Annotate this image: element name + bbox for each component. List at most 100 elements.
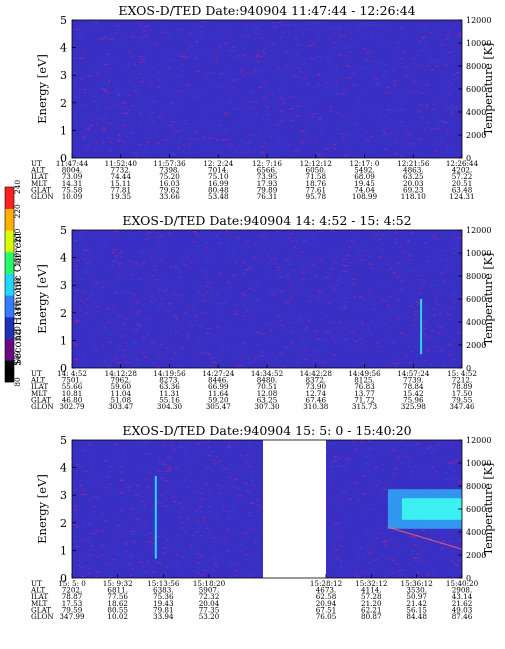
noise-speckle <box>328 321 332 323</box>
ephemeris-cell: 305.47 <box>206 402 232 411</box>
noise-speckle <box>95 571 99 573</box>
noise-speckle <box>361 133 364 135</box>
noise-speckle <box>153 340 157 342</box>
noise-speckle <box>458 480 462 483</box>
noise-speckle <box>98 83 102 85</box>
noise-speckle <box>348 51 352 53</box>
noise-speckle <box>183 531 187 533</box>
noise-speckle <box>417 122 422 124</box>
noise-speckle <box>303 358 308 360</box>
noise-speckle <box>297 67 300 69</box>
noise-speckle <box>221 26 224 28</box>
noise-speckle <box>430 286 433 288</box>
noise-speckle <box>147 333 150 335</box>
noise-speckle <box>95 306 99 308</box>
y2-tick-label: 12000 <box>466 16 491 25</box>
noise-speckle <box>416 545 420 547</box>
noise-speckle <box>322 339 326 342</box>
noise-speckle <box>383 72 386 74</box>
noise-speckle <box>411 550 415 552</box>
noise-speckle <box>95 109 99 111</box>
noise-speckle <box>113 559 116 561</box>
noise-speckle <box>307 82 309 84</box>
noise-speckle <box>104 520 108 522</box>
noise-speckle <box>447 94 451 96</box>
noise-speckle <box>181 557 184 559</box>
noise-speckle <box>394 365 398 367</box>
noise-speckle <box>391 572 396 574</box>
noise-speckle <box>136 484 140 487</box>
noise-speckle <box>355 67 357 69</box>
noise-speckle <box>124 34 127 36</box>
noise-speckle <box>317 290 321 292</box>
noise-speckle <box>412 557 417 559</box>
noise-speckle <box>270 143 275 145</box>
noise-speckle <box>87 499 90 501</box>
noise-speckle <box>129 239 133 241</box>
noise-speckle <box>307 320 311 322</box>
noise-speckle <box>144 35 149 37</box>
noise-speckle <box>320 133 324 135</box>
noise-speckle <box>170 508 175 510</box>
noise-speckle <box>459 483 461 486</box>
noise-speckle <box>163 533 166 535</box>
noise-speckle <box>168 35 172 37</box>
noise-speckle <box>449 468 452 470</box>
noise-speckle <box>408 298 411 300</box>
noise-speckle <box>368 293 371 295</box>
noise-speckle <box>323 277 327 279</box>
noise-speckle <box>264 234 267 236</box>
noise-speckle <box>458 237 462 239</box>
noise-speckle <box>392 272 396 274</box>
noise-speckle <box>200 352 205 354</box>
noise-speckle <box>256 49 258 51</box>
noise-speckle <box>399 109 403 111</box>
y-tick-label: 3 <box>60 279 67 292</box>
noise-speckle <box>252 71 257 73</box>
noise-speckle <box>338 125 340 127</box>
noise-speckle <box>205 73 209 75</box>
noise-speckle <box>242 477 246 479</box>
noise-speckle <box>337 94 340 96</box>
noise-speckle <box>178 446 182 448</box>
noise-speckle <box>114 292 118 294</box>
ephemeris-row-label: ALT <box>30 376 45 385</box>
noise-speckle <box>440 350 443 352</box>
noise-speckle <box>376 246 379 248</box>
noise-speckle <box>431 570 435 572</box>
noise-speckle <box>94 150 98 152</box>
noise-speckle <box>367 140 370 142</box>
noise-speckle <box>235 347 239 349</box>
noise-speckle <box>397 537 399 539</box>
noise-speckle <box>97 292 100 294</box>
noise-speckle <box>220 465 223 467</box>
noise-speckle <box>172 133 175 135</box>
noise-speckle <box>333 262 338 264</box>
noise-speckle <box>305 23 308 25</box>
ephemeris-cell: 15: 5: 0 <box>58 579 86 588</box>
noise-speckle <box>261 77 264 79</box>
noise-speckle <box>222 86 226 88</box>
noise-speckle <box>140 36 144 39</box>
noise-speckle <box>137 21 140 23</box>
noise-speckle <box>283 260 286 263</box>
noise-speckle <box>214 125 219 128</box>
ephemeris-cell: 19.45 <box>354 179 375 188</box>
noise-speckle <box>241 541 246 543</box>
noise-speckle <box>367 454 371 456</box>
noise-speckle <box>195 531 200 533</box>
noise-speckle <box>416 28 420 30</box>
ephemeris-cell: 14:49:56 <box>348 369 381 378</box>
noise-speckle <box>431 467 434 469</box>
noise-speckle <box>94 567 98 569</box>
noise-speckle <box>326 56 328 58</box>
noise-speckle <box>200 25 203 28</box>
noise-speckle <box>135 89 138 91</box>
noise-speckle <box>210 333 213 335</box>
noise-speckle <box>221 72 225 74</box>
boundary-dot <box>430 539 432 541</box>
noise-speckle <box>240 495 244 497</box>
y-tick-label: 5 <box>60 14 67 27</box>
noise-speckle <box>174 266 179 268</box>
noise-speckle <box>159 156 163 158</box>
